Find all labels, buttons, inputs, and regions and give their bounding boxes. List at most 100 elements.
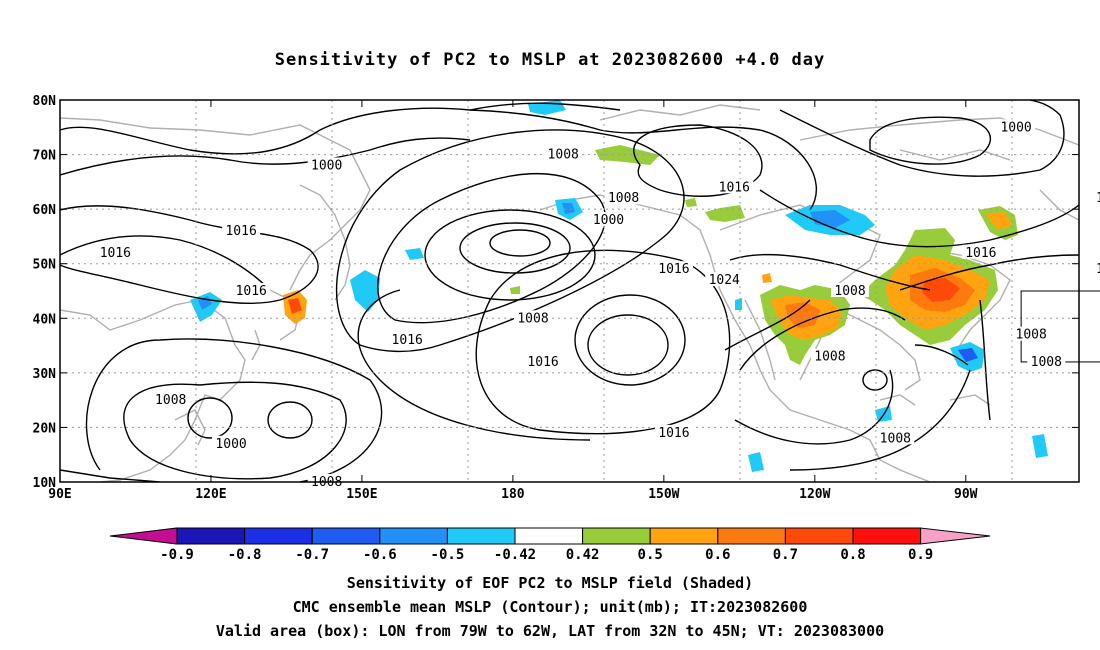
page-title: Sensitivity of PC2 to MSLP at 2023082600… bbox=[274, 50, 826, 70]
footer-line-2: CMC ensemble mean MSLP (Contour); unit(m… bbox=[292, 598, 808, 616]
footer-line-1: Sensitivity of EOF PC2 to MSLP field (Sh… bbox=[346, 574, 754, 592]
contour-label: 1016 bbox=[658, 262, 689, 277]
lat-label: 50N bbox=[33, 258, 57, 273]
colorbar-label: 0.6 bbox=[705, 547, 730, 563]
contour-label-bg bbox=[1027, 353, 1066, 368]
contour-label: 1016 bbox=[100, 246, 131, 261]
contour-label-bg bbox=[604, 190, 643, 205]
contour-label-bg bbox=[810, 348, 849, 363]
lat-label: 40N bbox=[33, 312, 57, 327]
contour-label-bg bbox=[654, 261, 693, 276]
contour-label-bg bbox=[151, 392, 190, 407]
colorbar-high-arrow bbox=[920, 527, 991, 545]
contour-label: 1008 bbox=[155, 393, 186, 408]
lon-label: 120E bbox=[195, 487, 226, 502]
lat-label: 80N bbox=[33, 94, 57, 109]
lat-label: 10N bbox=[33, 476, 57, 491]
colorbar: -0.9 -0.8 -0.7 -0.6 -0.5 -0.42 0.42 0.5 0.6 0.7 0.… bbox=[109, 527, 991, 563]
lon-label: 150W bbox=[648, 487, 679, 502]
contour-label-bg bbox=[705, 272, 744, 287]
lon-label: 120W bbox=[799, 487, 830, 502]
map-frame bbox=[59, 99, 1080, 483]
footer-line-3: Valid area (box): LON from 79W to 62W, L… bbox=[215, 622, 885, 640]
contour-label-bg bbox=[544, 146, 583, 161]
contour-label: 1016 bbox=[527, 355, 558, 370]
contour-label-bg bbox=[876, 430, 915, 445]
contour-label: 1008 bbox=[1096, 191, 1100, 206]
colorbar-swatch bbox=[649, 527, 719, 545]
colorbar-label: 0.9 bbox=[908, 547, 933, 563]
contour-label-bg bbox=[307, 157, 346, 172]
contour-label-bg bbox=[997, 119, 1036, 134]
lat-label: 70N bbox=[33, 149, 57, 164]
contour-label-bg bbox=[222, 222, 261, 237]
lon-label: 150E bbox=[346, 487, 377, 502]
contour-label-bg bbox=[1092, 261, 1100, 276]
contour-label: 1008 bbox=[880, 431, 911, 446]
colorbar-label: 0.8 bbox=[840, 547, 865, 563]
contour-label-bg bbox=[232, 283, 271, 297]
contour-label: 1008 bbox=[1016, 328, 1047, 343]
contour-label-bg bbox=[388, 332, 427, 347]
colorbar-swatch bbox=[176, 527, 246, 545]
colorbar-swatch bbox=[852, 527, 922, 545]
lon-label: 90W bbox=[954, 487, 978, 502]
colorbar-label: 0.7 bbox=[773, 547, 798, 563]
contour-label: 1000 bbox=[311, 158, 342, 173]
graticule bbox=[60, 100, 1079, 482]
sensitivity-shading bbox=[190, 100, 1048, 472]
colorbar-swatch bbox=[446, 527, 516, 545]
colorbar-swatch bbox=[717, 527, 786, 545]
contour-label: 1016 bbox=[658, 426, 689, 441]
contour-label-bg bbox=[514, 310, 553, 325]
colorbar-swatch bbox=[514, 527, 584, 545]
contour-label-bg bbox=[307, 474, 346, 488]
contour-label-bg bbox=[1092, 190, 1100, 205]
contour-label-bg bbox=[589, 212, 628, 227]
lon-label: 90E bbox=[48, 487, 71, 502]
lat-label: 60N bbox=[33, 203, 57, 218]
contour-label: 1008 bbox=[548, 148, 579, 163]
colorbar-swatch bbox=[784, 527, 854, 545]
lat-labels: 80N 70N 60N 50N 40N 30N 20N 10N bbox=[33, 94, 57, 491]
contour-label: 1016 bbox=[965, 246, 996, 261]
colorbar-label: -0.5 bbox=[431, 547, 465, 563]
contour-label: 1016 bbox=[719, 180, 750, 195]
contour-label: 1000 bbox=[593, 213, 624, 228]
contour-label: 1008 bbox=[608, 191, 639, 206]
colorbar-label: -0.8 bbox=[228, 547, 262, 563]
contour-label-bg bbox=[831, 283, 870, 297]
lat-label: 20N bbox=[33, 421, 57, 436]
contour-label: 1000 bbox=[215, 437, 246, 452]
contour-label-bg bbox=[1012, 326, 1051, 341]
colorbar-label: -0.9 bbox=[160, 547, 194, 563]
contour-label-bg bbox=[961, 244, 1000, 259]
lat-label: 30N bbox=[33, 367, 57, 382]
axis-ticks bbox=[59, 99, 1079, 483]
colorbar-low-arrow bbox=[109, 527, 178, 545]
contour-label: 1008 bbox=[834, 284, 865, 299]
contour-label: 1016 bbox=[1096, 262, 1100, 277]
colorbar-label: -0.6 bbox=[363, 547, 397, 563]
contour-label-bg bbox=[212, 435, 251, 450]
colorbar-label: -0.7 bbox=[295, 547, 329, 563]
colorbar-swatch bbox=[582, 527, 651, 545]
contour-label-bg bbox=[654, 424, 693, 439]
contour-label: 1016 bbox=[236, 284, 267, 299]
contour-label-bg bbox=[524, 353, 563, 368]
contour-label: 1008 bbox=[1031, 355, 1062, 370]
contour-label: 1008 bbox=[814, 349, 845, 364]
colorbar-swatch bbox=[379, 527, 448, 545]
colorbar-swatch bbox=[311, 527, 381, 545]
colorbar-label: -0.42 bbox=[494, 547, 536, 563]
contour-label: 1016 bbox=[392, 333, 423, 348]
contour-label: 1024 bbox=[709, 273, 740, 288]
contour-label: 1016 bbox=[225, 224, 256, 239]
contour-label-bg bbox=[96, 244, 135, 259]
colorbar-swatch bbox=[244, 527, 313, 545]
mslp-contours bbox=[60, 100, 1079, 482]
contour-label: 1000 bbox=[1000, 120, 1031, 135]
valid-area-box bbox=[1020, 290, 1100, 363]
contour-label: 1008 bbox=[517, 311, 548, 326]
